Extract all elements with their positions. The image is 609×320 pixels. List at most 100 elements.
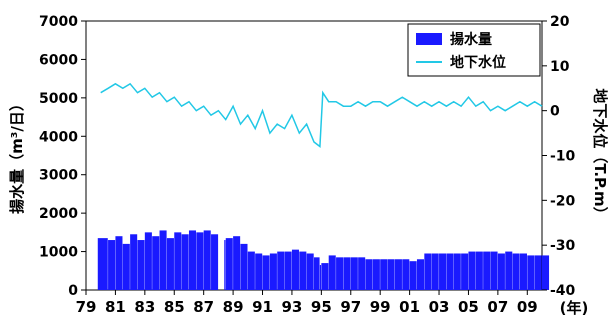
bar — [130, 234, 138, 290]
x-axis-ticks: 79 81 83 85 87 89 91 93 95 97 99 01 03 05 07 09 — [76, 290, 538, 316]
bar — [512, 253, 520, 290]
bar — [380, 259, 388, 290]
bar — [211, 234, 219, 290]
right-tick-label: 10 — [550, 59, 570, 75]
line-series — [100, 82, 543, 148]
bar — [115, 236, 123, 290]
bar — [225, 238, 233, 290]
x-tick-label: 95 — [311, 298, 332, 316]
bar — [255, 253, 263, 290]
bar — [424, 253, 432, 290]
right-tick-label: 20 — [550, 14, 570, 30]
bar — [505, 251, 513, 290]
legend-line-label: 地下水位 — [450, 54, 506, 71]
bar — [394, 259, 402, 290]
bar — [144, 232, 152, 290]
legend-bar-label: 揚水量 — [450, 31, 492, 48]
x-tick-label: 09 — [517, 298, 538, 316]
bar — [166, 238, 174, 290]
left-tick-label: 4000 — [39, 129, 78, 145]
right-tick-label: 0 — [550, 104, 560, 120]
bar — [269, 253, 277, 290]
bar — [152, 236, 160, 290]
bar — [97, 238, 108, 290]
left-tick-label: 1000 — [39, 245, 78, 261]
bar — [174, 232, 182, 290]
bar — [319, 265, 322, 290]
bar — [181, 234, 189, 290]
bar — [358, 257, 366, 290]
x-tick-label: 93 — [281, 298, 302, 316]
left-tick-label: 2000 — [39, 206, 78, 222]
bar — [475, 251, 483, 290]
x-tick-label: 05 — [458, 298, 479, 316]
x-tick-label: 81 — [105, 298, 126, 316]
x-tick-label: 89 — [223, 298, 244, 316]
bar — [527, 255, 535, 290]
left-tick-label: 6000 — [39, 52, 78, 68]
bar — [365, 259, 373, 290]
right-tick-label: -30 — [550, 238, 576, 254]
bar — [372, 259, 380, 290]
bar — [108, 240, 116, 290]
bar — [336, 257, 344, 290]
bar — [402, 259, 410, 290]
bar — [159, 230, 167, 290]
y-left-label: 揚水量（m³/日） — [8, 96, 26, 214]
bar — [233, 236, 241, 290]
x-tick-label: 91 — [252, 298, 273, 316]
right-axis-ticks: -40 -30 -20 -10 0 10 20 — [542, 14, 576, 299]
bar — [519, 253, 527, 290]
x-tick-label: 87 — [193, 298, 214, 316]
bar — [534, 255, 542, 290]
bar — [542, 255, 550, 290]
right-tick-label: -40 — [550, 283, 576, 299]
legend-box — [407, 23, 541, 77]
bar — [188, 230, 197, 290]
bar — [461, 253, 469, 290]
bar — [446, 253, 454, 290]
bar — [137, 240, 145, 290]
x-tick-label: 99 — [370, 298, 391, 316]
bar — [409, 261, 417, 290]
left-tick-label: 0 — [68, 283, 78, 299]
bar — [416, 259, 425, 290]
bar — [328, 255, 336, 290]
bar — [321, 263, 329, 290]
x-tick-label: 03 — [429, 298, 450, 316]
bar — [431, 253, 439, 290]
water-level-line — [100, 82, 543, 148]
bar — [224, 240, 226, 290]
bar — [439, 253, 447, 290]
x-tick-label: 07 — [487, 298, 508, 316]
bar — [490, 251, 498, 290]
x-axis-unit: (年) — [560, 299, 589, 317]
left-tick-label: 3000 — [39, 168, 78, 184]
left-axis-ticks: 0 1000 2000 3000 4000 5000 6000 7000 — [39, 14, 86, 299]
bar — [247, 251, 255, 290]
bar — [497, 253, 505, 290]
x-tick-label: 97 — [340, 298, 361, 316]
bar — [203, 230, 211, 290]
y-right-label: 地下水位（T.P.m） — [591, 88, 609, 221]
bar — [453, 253, 461, 290]
bar — [343, 257, 351, 290]
bar — [483, 251, 491, 290]
left-tick-label: 5000 — [39, 91, 78, 107]
bar — [387, 259, 395, 290]
bar — [196, 232, 204, 290]
legend-bar-swatch — [416, 33, 442, 45]
bar — [262, 255, 270, 290]
bar — [468, 251, 476, 290]
x-tick-label: 01 — [399, 298, 420, 316]
bar — [314, 257, 320, 290]
bar — [122, 243, 130, 290]
legend: 揚水量 地下水位 — [407, 23, 541, 77]
bar — [299, 251, 307, 290]
bar — [284, 251, 292, 290]
bar — [350, 257, 358, 290]
right-tick-label: -10 — [550, 149, 576, 165]
bar — [240, 243, 248, 290]
bar — [306, 253, 314, 290]
